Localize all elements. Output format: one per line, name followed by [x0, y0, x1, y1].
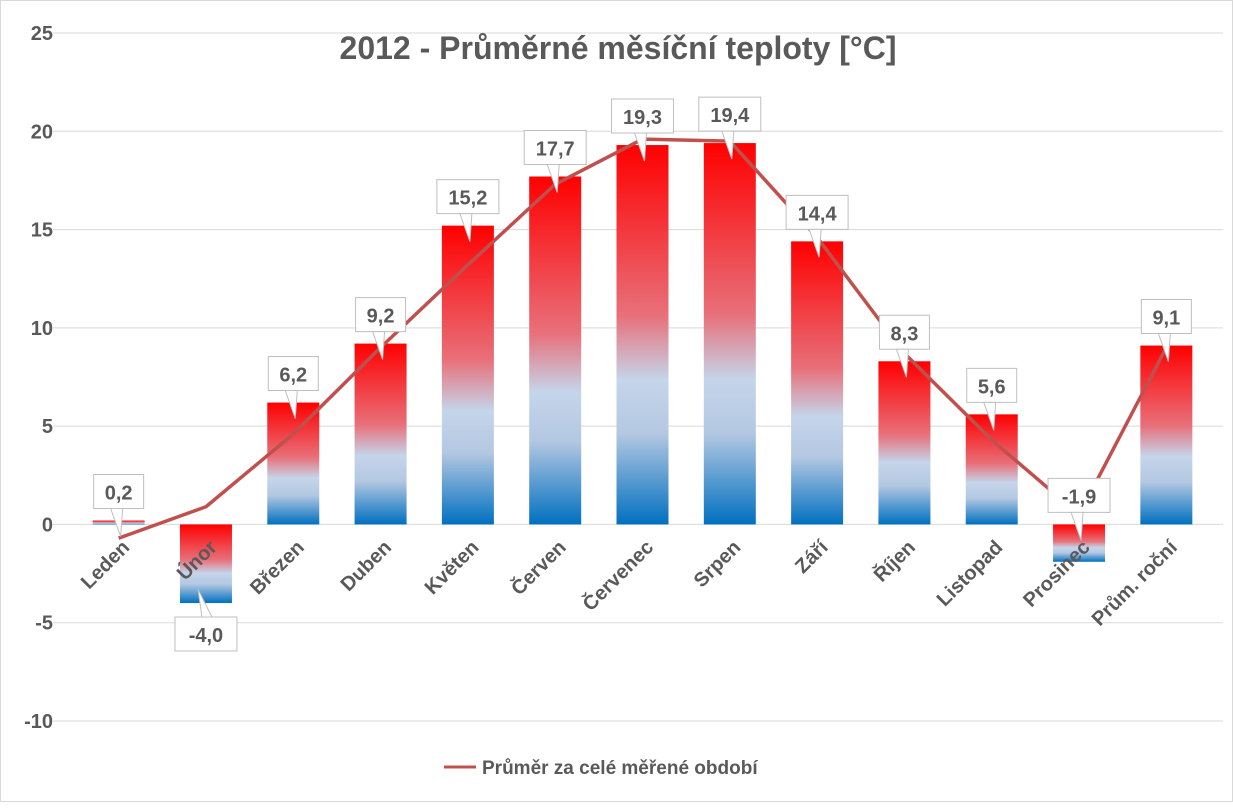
x-tick-label: Březen	[246, 536, 309, 599]
data-label-text: 0,2	[105, 482, 133, 504]
bar-březen	[267, 403, 319, 525]
data-label-text: 15,2	[448, 188, 487, 210]
bar-říjen	[878, 361, 930, 524]
x-tick-label: Leden	[77, 536, 134, 593]
data-label-text: 5,6	[978, 376, 1006, 398]
legend: Průměr za celé měřené období	[444, 758, 758, 779]
y-tick-label: -10	[24, 711, 53, 733]
data-label-text: 14,4	[798, 203, 838, 225]
x-tick-label: Červen	[506, 535, 571, 600]
data-label-text: 19,4	[710, 105, 750, 127]
legend-label: Průměr za celé měřené období	[482, 758, 758, 779]
y-tick-label: 0	[42, 514, 53, 536]
bar-červen	[529, 176, 581, 524]
bar-červenec	[617, 145, 669, 524]
x-tick-label: Květen	[421, 536, 484, 599]
data-label: 0,2	[94, 474, 144, 536]
bar-květen	[442, 226, 494, 525]
chart-title: 2012 - Průměrné měsíční teploty [°C]	[340, 30, 897, 66]
y-tick-label: 5	[42, 416, 53, 438]
x-tick-label: Září	[791, 535, 834, 578]
x-tick-label: Srpen	[690, 536, 746, 592]
data-label-text: 9,2	[367, 306, 395, 328]
data-label-text: 9,1	[1152, 308, 1180, 330]
y-tick-label: -5	[35, 613, 53, 635]
y-tick-label: 20	[31, 121, 53, 143]
x-tick-label: Listopad	[933, 536, 1007, 610]
bar-září	[791, 241, 843, 524]
data-label-text: 17,7	[536, 138, 575, 160]
x-tick-label: Duben	[337, 536, 397, 596]
data-label-text: -1,9	[1062, 486, 1096, 508]
data-label-text: 19,3	[623, 107, 662, 129]
y-tick-label: 10	[31, 318, 53, 340]
bar-listopad	[966, 414, 1018, 524]
bar-duben	[355, 344, 407, 525]
bar-srpen	[704, 143, 756, 524]
y-tick-label: 15	[31, 220, 53, 242]
bar-prům-roční	[1140, 346, 1192, 525]
x-tick-label: Červenec	[577, 535, 658, 616]
data-label-text: 8,3	[891, 323, 919, 345]
x-tick-label: Říjen	[868, 535, 920, 587]
data-label-text: -4,0	[189, 625, 223, 647]
data-label-text: 6,2	[279, 365, 307, 387]
y-tick-label: 25	[31, 23, 53, 45]
